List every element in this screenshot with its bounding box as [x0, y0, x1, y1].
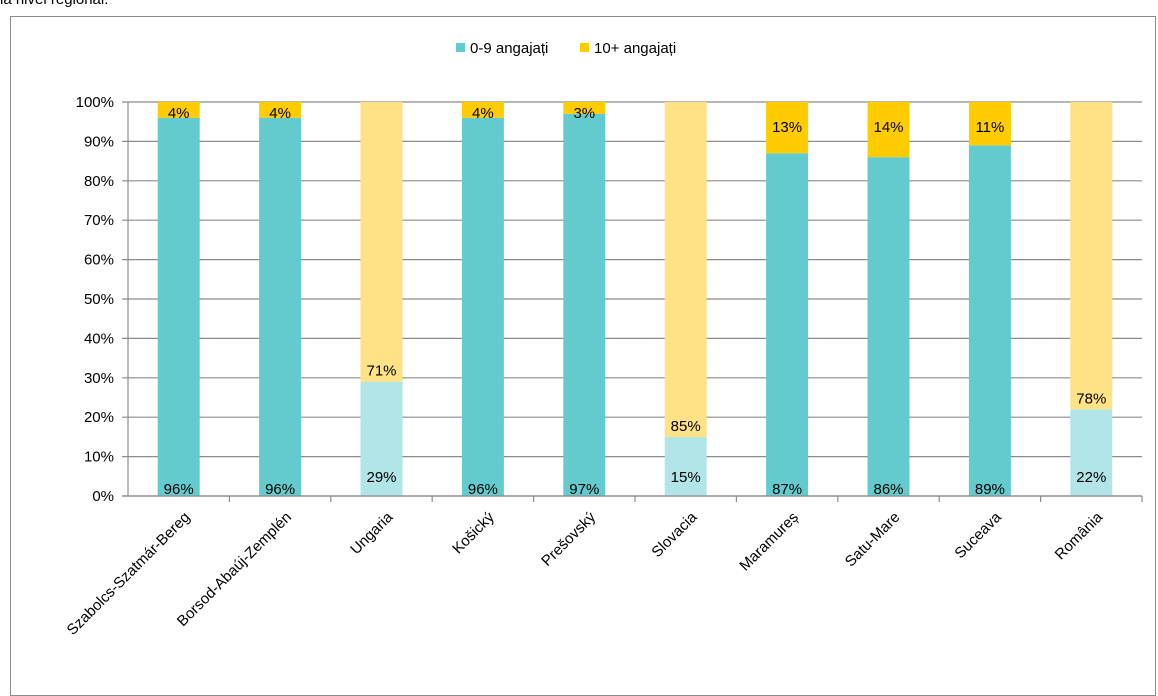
x-category-label: România [1052, 508, 1107, 563]
y-tick-label: 70% [84, 212, 114, 229]
legend-label-10-plus: 10+ angajați [594, 40, 676, 57]
data-label: 4% [269, 105, 291, 122]
data-label: 96% [164, 481, 194, 498]
y-tick-label: 60% [84, 252, 114, 269]
data-label: 3% [573, 105, 595, 122]
bar-segment [766, 153, 809, 496]
data-label: 96% [468, 481, 498, 498]
data-label: 4% [472, 105, 494, 122]
y-tick-label: 0% [92, 488, 114, 505]
bar-segment [1070, 102, 1113, 410]
data-label: 71% [366, 363, 396, 380]
bar-segment [259, 117, 302, 496]
bar-segment [563, 113, 606, 496]
x-category-label: Slovacia [648, 508, 701, 561]
bar-segment [157, 102, 200, 118]
bar-segment [664, 102, 707, 437]
bar-segment [766, 102, 809, 154]
bar-segment [867, 157, 910, 496]
y-tick-label: 20% [84, 409, 114, 426]
bar-segment [360, 381, 403, 496]
y-tick-label: 40% [84, 330, 114, 347]
x-category-label: Ungaria [347, 508, 397, 558]
x-category-label: Suceava [951, 508, 1005, 562]
data-label: 11% [975, 119, 1004, 136]
data-label: 78% [1076, 390, 1106, 407]
bar-segment [867, 102, 910, 158]
legend-label-0-9: 0-9 angajați [470, 40, 548, 57]
stacked-bar-chart: 0%10%20%30%40%50%60%70%80%90%100%Szabolc… [64, 40, 1143, 639]
data-label: 97% [569, 481, 599, 498]
x-category-label: Borsod-Abaúj-Zemplén [174, 509, 295, 630]
legend-swatch-10-plus [580, 43, 589, 52]
y-tick-label: 90% [84, 133, 114, 150]
x-category-label: Satu-Mare [842, 509, 904, 571]
y-tick-label: 80% [84, 173, 114, 190]
data-label: 15% [671, 469, 701, 486]
page-top-text: la nivel regional. [0, 0, 108, 8]
data-label: 87% [772, 481, 802, 498]
data-label: 29% [366, 469, 396, 486]
bar-segment [157, 117, 200, 496]
bar-segment [360, 102, 403, 382]
x-category-label: Prešovský [538, 508, 599, 569]
bar-segment [1070, 409, 1113, 496]
bar-segment [968, 145, 1011, 496]
bar-segment [968, 102, 1011, 146]
legend-swatch-0-9 [456, 43, 465, 52]
y-tick-label: 30% [84, 370, 114, 387]
data-label: 89% [975, 481, 1005, 498]
bar-segment [563, 102, 606, 114]
y-tick-label: 100% [76, 94, 114, 111]
bar-segment [259, 102, 302, 118]
data-label: 4% [168, 105, 190, 122]
x-category-label: Maramureș [736, 509, 802, 575]
bar-segment [664, 436, 707, 496]
data-label: 13% [772, 119, 802, 136]
data-label: 86% [873, 481, 903, 498]
x-category-label: Košický [449, 508, 498, 557]
bar-segment [461, 117, 504, 496]
bar-segment [461, 102, 504, 118]
data-label: 22% [1076, 469, 1106, 486]
y-tick-label: 10% [84, 449, 114, 466]
data-label: 96% [265, 481, 295, 498]
data-label: 14% [873, 119, 903, 136]
y-tick-label: 50% [84, 291, 114, 308]
data-label: 85% [671, 418, 701, 435]
